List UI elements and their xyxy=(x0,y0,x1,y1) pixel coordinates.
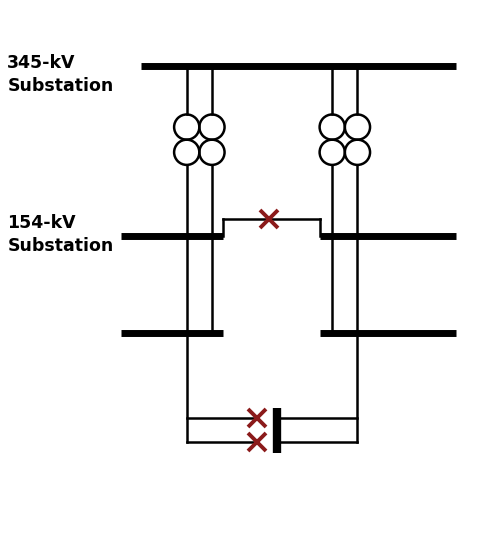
Text: 154-kV
Substation: 154-kV Substation xyxy=(7,214,113,255)
Text: 345-kV
Substation: 345-kV Substation xyxy=(7,54,113,95)
